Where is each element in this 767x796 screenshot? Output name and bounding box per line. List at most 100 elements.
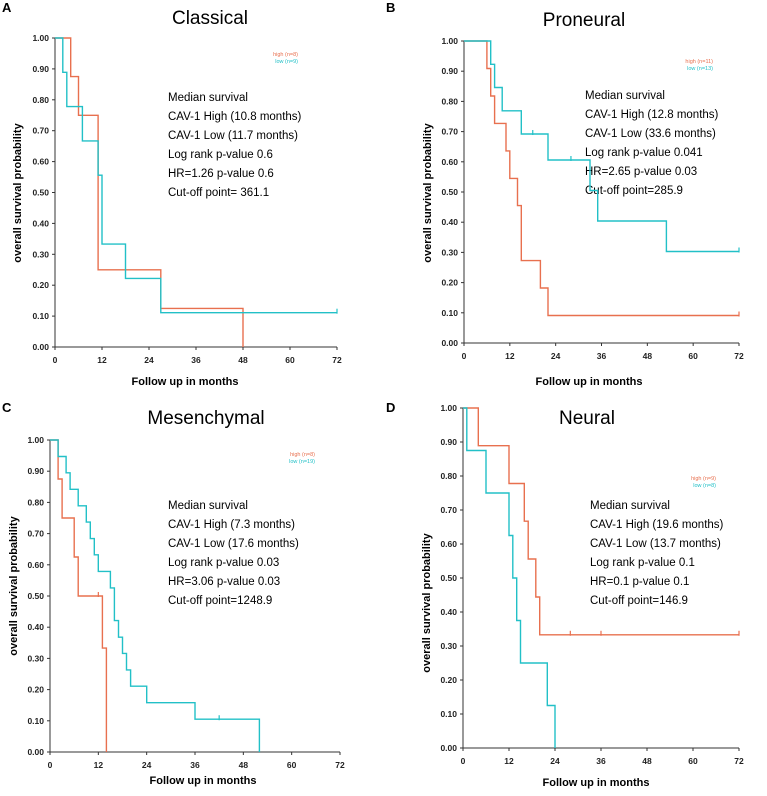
x-tick-label: 36 [191,355,201,365]
x-tick-label: 36 [596,756,606,766]
km-curve-low [50,439,261,752]
y-tick-label: 0.20 [27,685,44,695]
x-tick-label: 0 [48,760,53,770]
annotation-line: Log rank p-value 0.03 [168,557,279,569]
annotation-line: CAV-1 Low (33.6 months) [585,128,716,140]
x-tick-label: 12 [97,355,107,365]
plot-area: 0.00 0.10 0.20 0.30 0.40 0.50 0.60 0.70 0.80 0.90… [27,435,345,770]
panel-label: B [386,0,395,15]
x-tick-label: 48 [238,355,248,365]
x-axis-label: Follow up in months [150,775,257,787]
annotation-line: Cut-off point=285.9 [585,185,683,197]
legend-low: low (n=19) [289,459,315,465]
annotation-line: Median survival [585,90,665,102]
annotation-line: CAV-1 Low (17.6 months) [168,538,299,550]
legend-low: low (n=13) [687,66,713,72]
y-tick-label: 0.30 [440,641,457,651]
legend-low: low (n=8) [693,483,716,489]
x-tick-label: 12 [94,760,104,770]
x-tick-label: 60 [287,760,297,770]
x-tick-label: 60 [688,756,698,766]
x-tick-label: 48 [239,760,249,770]
panel-neural: D Neural Follow up in months overall sur… [384,398,767,796]
x-tick-label: 24 [550,756,560,766]
y-tick-label: 0.90 [441,66,458,76]
km-chart-mesenchymal: C Mesenchymal Follow up in months overal… [2,400,345,787]
y-tick-label: 0.50 [440,573,457,583]
km-chart-neural: D Neural Follow up in months overall sur… [386,400,744,789]
annotation-line: HR=3.06 p-value 0.03 [168,576,280,588]
annotation-line: Log rank p-value 0.1 [590,557,695,569]
y-tick-label: 0.00 [440,743,457,753]
y-tick-label: 0.00 [27,747,44,757]
x-tick-label: 24 [551,351,561,361]
y-axis-label: overall survival probability [422,122,434,262]
y-tick-label: 0.60 [32,157,49,167]
panel-proneural: B Proneural Follow up in months overall … [384,0,767,398]
y-tick-label: 1.00 [440,403,457,413]
y-tick-label: 0.20 [440,675,457,685]
x-tick-label: 24 [142,760,152,770]
annotation-line: CAV-1 High (10.8 months) [168,111,302,123]
y-tick-label: 0.40 [441,217,458,227]
y-tick-label: 0.00 [32,342,49,352]
y-tick-label: 0.60 [440,539,457,549]
panel-classical: A Classical Follow up in months overall … [0,0,383,398]
annotation-line: CAV-1 Low (11.7 months) [168,130,298,142]
x-tick-label: 48 [643,351,653,361]
y-tick-label: 1.00 [27,435,44,445]
annotation-line: CAV-1 High (7.3 months) [168,519,295,531]
x-tick-label: 48 [642,756,652,766]
annotation-line: Cut-off point=146.9 [590,595,688,607]
y-tick-label: 0.10 [441,308,458,318]
y-tick-label: 0.30 [32,249,49,259]
panel-label: C [2,400,12,415]
y-tick-label: 0.30 [441,247,458,257]
y-tick-label: 0.10 [27,716,44,726]
y-tick-label: 0.90 [27,466,44,476]
y-tick-label: 0.40 [27,622,44,632]
x-axis-label: Follow up in months [132,376,239,388]
x-tick-label: 24 [144,355,154,365]
chart-title: Mesenchymal [147,408,264,429]
x-axis-label: Follow up in months [536,376,643,388]
x-tick-label: 72 [332,355,342,365]
chart-title: Classical [172,8,248,29]
x-tick-label: 12 [505,351,515,361]
y-tick-label: 0.60 [441,157,458,167]
legend-low: low (n=9) [275,59,298,65]
x-tick-label: 36 [190,760,200,770]
y-tick-label: 1.00 [32,33,49,43]
annotation-line: CAV-1 Low (13.7 months) [590,538,721,550]
y-tick-label: 0.20 [32,280,49,290]
panel-label: A [2,0,12,15]
y-tick-label: 0.80 [32,95,49,105]
km-curve-high [463,407,739,636]
y-axis-label: overall survival probability [421,532,433,672]
annotation-line: Log rank p-value 0.6 [168,149,273,161]
km-chart-proneural: B Proneural Follow up in months overall … [386,0,744,388]
annotation-line: HR=0.1 p-value 0.1 [590,576,689,588]
y-tick-label: 0.40 [440,607,457,617]
y-tick-label: 0.90 [32,64,49,74]
y-tick-label: 0.50 [441,187,458,197]
annotation-line: Cut-off point= 361.1 [168,187,269,199]
km-curve-high [55,37,244,347]
annotation-line: Log rank p-value 0.041 [585,147,703,159]
panel-mesenchymal: C Mesenchymal Follow up in months overal… [0,398,383,796]
plot-area: 0.00 0.10 0.20 0.30 0.40 0.50 0.60 0.70 0.80 0.90… [440,403,744,766]
km-curve-high [464,40,739,317]
annotation-line: Median survival [168,500,248,512]
x-tick-label: 0 [461,756,466,766]
y-tick-label: 0.30 [27,653,44,663]
y-tick-label: 0.80 [441,96,458,106]
annotation-line: Median survival [590,500,670,512]
annotation-line: CAV-1 High (19.6 months) [590,519,724,531]
y-tick-label: 0.20 [441,278,458,288]
y-tick-label: 0.00 [441,338,458,348]
y-tick-label: 0.50 [27,591,44,601]
y-tick-label: 0.70 [440,505,457,515]
x-tick-label: 60 [688,351,698,361]
y-tick-label: 0.40 [32,218,49,228]
km-curve-low [463,407,556,748]
